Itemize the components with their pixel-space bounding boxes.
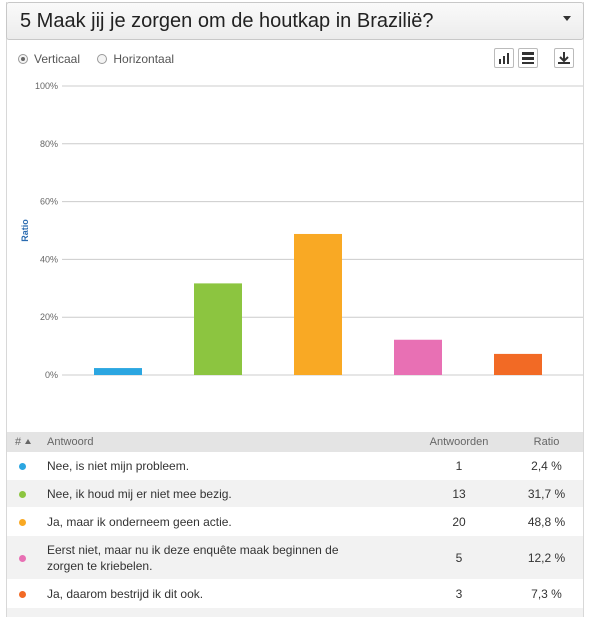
ratio-cell: 12,2 % (510, 535, 583, 580)
table-button[interactable] (518, 48, 538, 68)
color-dot (19, 554, 26, 562)
bar-chart-button[interactable] (494, 48, 514, 68)
y-tick-label: 40% (40, 254, 58, 264)
answer-cell: Ja, daarom bestrijd ik dit ook. (46, 579, 408, 608)
table-row: Nee, ik houd mij er niet mee bezig. 13 31,… (7, 479, 583, 508)
cell (7, 507, 46, 536)
count-cell: 13 (408, 479, 510, 508)
column-header[interactable]: Ratio (510, 432, 583, 452)
column-header-label: Antwoorden (429, 436, 489, 448)
cell (7, 535, 46, 580)
answer-cell: Eerst niet, maar nu ik deze enquête maak… (46, 535, 408, 580)
color-dot (19, 490, 26, 498)
icon (558, 52, 570, 64)
y-tick-label: 80% (40, 139, 58, 149)
option-label: Verticaal (34, 52, 81, 66)
question-header[interactable]: 5 Maak jij je zorgen om de houtkap in Br… (6, 2, 584, 40)
column-header-label: Ratio (533, 436, 560, 448)
option[interactable]: Verticaal (18, 52, 80, 66)
results-table: # Antwoord Antwoorden Ratio Nee, is niet mi… (7, 432, 583, 617)
dropdown-arrow[interactable] (563, 16, 571, 21)
radio[interactable] (18, 54, 28, 64)
bar (194, 283, 242, 375)
cell (7, 452, 46, 480)
panel (6, 2, 584, 617)
header-row: # Antwoord Antwoorden Ratio (7, 432, 583, 452)
option[interactable]: Horizontaal (97, 52, 174, 66)
bar (494, 353, 542, 375)
ratio-cell: 2,4 % (510, 452, 583, 480)
y-tick-label: 20% (40, 312, 58, 322)
answer-cell: Nee, is niet mijn probleem. (46, 452, 408, 480)
cell (7, 479, 46, 508)
icon (522, 52, 534, 64)
count-cell: 1 (408, 452, 510, 480)
table-row: Eerst niet, maar nu ik deze enquête maak… (7, 535, 583, 580)
column-header[interactable]: Antwoorden (408, 432, 510, 452)
table-row: Ja, daarom bestrijd ik dit ook. 3 7,3 % (7, 579, 583, 608)
color-dot (19, 462, 26, 470)
ratio-cell: 7,3 % (510, 579, 583, 608)
download-button[interactable] (554, 48, 574, 68)
radio[interactable] (97, 54, 108, 64)
answer-cell: Nee, ik houd mij er niet mee bezig. (46, 479, 408, 508)
column-header-label: # (15, 436, 22, 448)
y-tick-label: 100% (35, 81, 58, 91)
bar (94, 368, 142, 375)
cell (7, 579, 46, 608)
answer-cell: Ja, maar ik onderneem geen actie. (46, 507, 408, 536)
option-label: Horizontaal (113, 52, 175, 66)
column-header-label: Antwoord (47, 436, 94, 448)
icon (499, 53, 509, 64)
table: # Antwoord Antwoorden Ratio Nee, is niet mi… (7, 432, 583, 608)
y-tick-label: 60% (40, 197, 58, 207)
ratio-cell: 31,7 % (510, 479, 583, 508)
count-cell: 20 (408, 507, 510, 536)
column-header[interactable]: # (7, 432, 46, 452)
count-cell: 5 (408, 535, 510, 580)
y-axis-title: Ratio (20, 219, 30, 242)
ratio-cell: 48,8 % (510, 507, 583, 536)
question-title: 5 Maak jij je zorgen om de houtkap in Br… (20, 10, 434, 32)
sort-arrow (25, 439, 32, 444)
bar (394, 339, 442, 375)
y-tick-label: 0% (45, 370, 58, 380)
view-options: Verticaal Horizontaal (18, 52, 188, 66)
table-row: Ja, maar ik onderneem geen actie. 20 48,8 … (7, 507, 583, 536)
chart: Ratio 0% 20% 40% 60% 80% 100% (20, 81, 583, 380)
table-row: Nee, is niet mijn probleem. 1 2,4 % (7, 452, 583, 480)
count-cell: 3 (408, 579, 510, 608)
bar (294, 233, 342, 375)
column-header[interactable]: Antwoord (46, 432, 408, 452)
color-dot (19, 590, 26, 598)
color-dot (19, 518, 26, 526)
